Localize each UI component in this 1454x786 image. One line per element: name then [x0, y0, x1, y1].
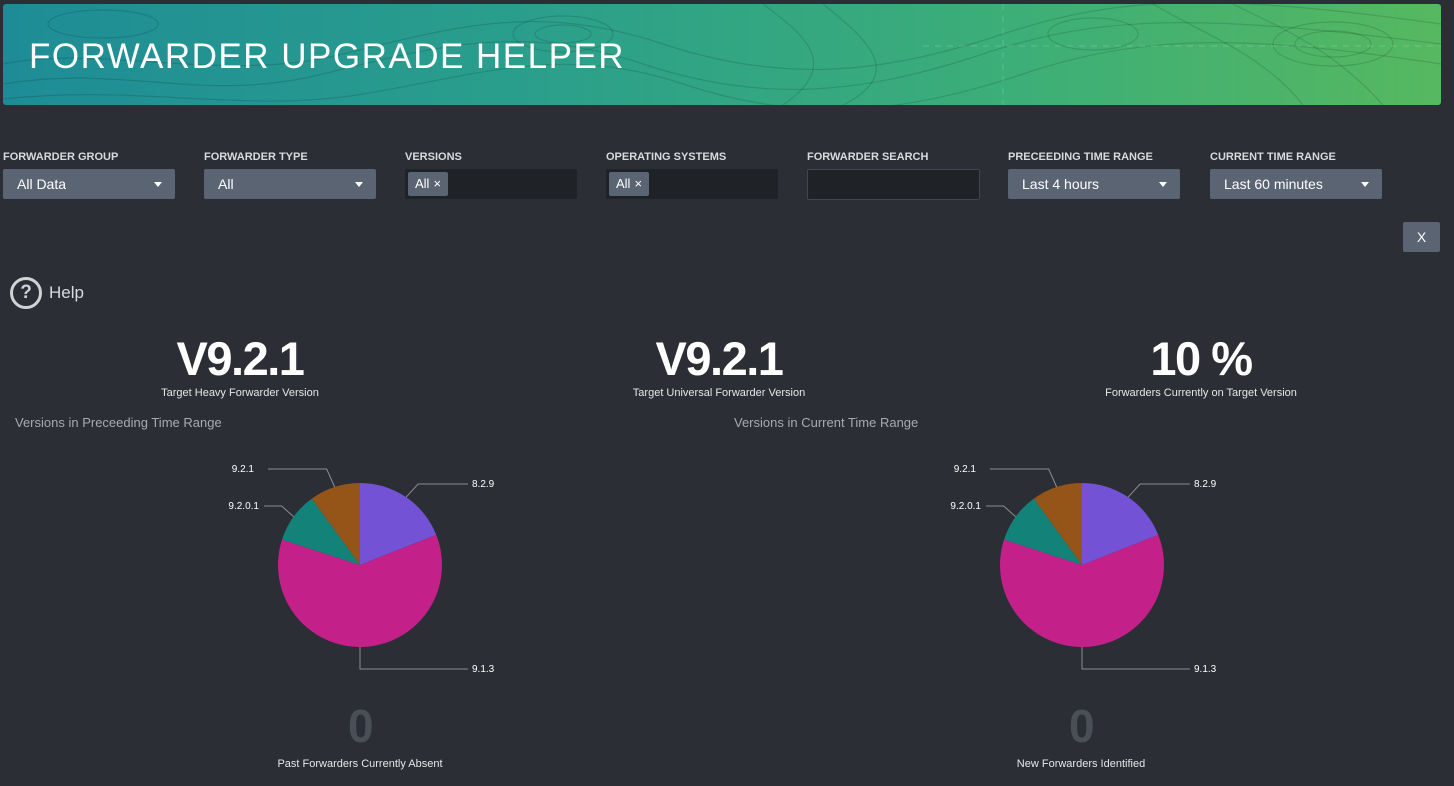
current-versions-pie-chart: 8.2.9 9.1.3 9.2.0.1 9.2.1: [950, 464, 1217, 675]
dropdown-value: Last 4 hours: [1022, 176, 1100, 192]
caret-down-icon: [1361, 182, 1369, 187]
help-label: Help: [49, 283, 84, 302]
topographic-pattern: [3, 4, 1441, 105]
stat-value: 10 %: [1150, 332, 1253, 385]
stat-value: 0: [347, 700, 374, 752]
leader-line: [1127, 483, 1190, 498]
forwarders-on-target-stat: 10 % Forwarders Currently on Target Vers…: [1051, 332, 1351, 400]
stat-label: Past Forwarders Currently Absent: [277, 758, 443, 770]
pie-label: 9.1.3: [1194, 664, 1217, 675]
dropdown-value: All Data: [17, 176, 67, 192]
filter-label: CURRENT TIME RANGE: [1210, 151, 1336, 163]
stat-value: V9.2.1: [176, 332, 305, 385]
leader-line: [1081, 647, 1190, 670]
pie-label: 9.2.1: [954, 464, 977, 475]
preceding-time-range-filter: PRECEEDING TIME RANGE Last 4 hours: [1008, 150, 1180, 199]
leader-line: [986, 505, 1016, 518]
stat-label: Target Universal Forwarder Version: [632, 387, 806, 399]
pie-slice-9-2-0-1[interactable]: [282, 498, 360, 565]
filter-label: FORWARDER SEARCH: [807, 151, 929, 163]
leader-line: [268, 468, 336, 488]
pie-slice-9-1-3[interactable]: [1000, 534, 1164, 647]
pie-slice-9-2-1[interactable]: [311, 483, 360, 565]
pie-label: 8.2.9: [1194, 479, 1217, 490]
past-forwarders-absent-stat: 0 Past Forwarders Currently Absent: [210, 700, 510, 770]
pie-slice-9-1-3[interactable]: [278, 534, 442, 647]
chip-label: All: [415, 176, 430, 191]
selected-chip: All ×: [408, 172, 449, 196]
leader-line: [405, 483, 468, 498]
leader-line: [264, 505, 294, 518]
leader-line: [990, 468, 1058, 488]
operating-systems-multiselect[interactable]: All ×: [606, 169, 778, 199]
dropdown-value: All: [218, 176, 234, 192]
filter-label: FORWARDER TYPE: [204, 151, 308, 163]
stat-value: V9.2.1: [655, 332, 784, 385]
forwarder-group-filter: FORWARDER GROUP All Data: [3, 150, 175, 199]
versions-multiselect[interactable]: All ×: [405, 169, 577, 199]
new-forwarders-stat: 0 New Forwarders Identified: [931, 700, 1231, 770]
filter-label: PRECEEDING TIME RANGE: [1008, 151, 1153, 163]
stat-value: 0: [1068, 700, 1095, 752]
forwarder-search-input[interactable]: [807, 169, 980, 200]
forwarder-type-dropdown[interactable]: All: [204, 169, 376, 199]
question-circle-icon: ?: [10, 277, 42, 309]
leader-line: [359, 647, 468, 670]
pie-label: 9.2.0.1: [950, 501, 981, 512]
pie-label: 9.2.1: [232, 464, 255, 475]
stat-label: Forwarders Currently on Target Version: [1105, 387, 1297, 399]
remove-chip-icon[interactable]: ×: [634, 176, 643, 191]
operating-systems-filter: OPERATING SYSTEMS All ×: [606, 150, 778, 199]
help-link[interactable]: ? Help: [10, 277, 84, 309]
pie-slice-8-2-9[interactable]: [1082, 483, 1159, 565]
target-universal-forwarder-stat: V9.2.1 Target Universal Forwarder Versio…: [569, 332, 869, 400]
forwarder-group-dropdown[interactable]: All Data: [3, 169, 175, 199]
remove-chip-icon[interactable]: ×: [433, 176, 442, 191]
header-banner: FORWARDER UPGRADE HELPER: [3, 4, 1441, 105]
current-panel-title: Versions in Current Time Range: [734, 415, 919, 430]
pie-label: 8.2.9: [472, 479, 495, 490]
current-time-range-dropdown[interactable]: Last 60 minutes: [1210, 169, 1382, 199]
target-heavy-forwarder-stat: V9.2.1 Target Heavy Forwarder Version: [90, 332, 390, 400]
pie-slice-8-2-9[interactable]: [360, 483, 437, 565]
current-time-range-filter: CURRENT TIME RANGE Last 60 minutes: [1210, 150, 1382, 199]
preceding-panel-title: Versions in Preceeding Time Range: [15, 415, 222, 430]
pie-slice-9-2-0-1[interactable]: [1004, 498, 1082, 565]
preceding-versions-pie-chart: 8.2.9 9.1.3 9.2.0.1 9.2.1: [228, 464, 495, 675]
preceding-time-range-dropdown[interactable]: Last 4 hours: [1008, 169, 1180, 199]
pie-label: 9.1.3: [472, 664, 495, 675]
stat-label: New Forwarders Identified: [1016, 758, 1146, 770]
forwarder-type-filter: FORWARDER TYPE All: [204, 150, 376, 199]
dropdown-value: Last 60 minutes: [1224, 176, 1323, 192]
caret-down-icon: [1159, 182, 1167, 187]
stat-label: Target Heavy Forwarder Version: [161, 387, 319, 399]
caret-down-icon: [154, 182, 162, 187]
versions-filter: VERSIONS All ×: [405, 150, 577, 199]
close-button[interactable]: X: [1403, 222, 1440, 252]
page-title: FORWARDER UPGRADE HELPER: [29, 37, 626, 76]
forwarder-search-filter: FORWARDER SEARCH: [807, 150, 980, 200]
filter-label: VERSIONS: [405, 151, 462, 163]
chip-label: All: [616, 176, 631, 191]
pie-slice-9-2-1[interactable]: [1033, 483, 1082, 565]
pie-label: 9.2.0.1: [228, 501, 259, 512]
caret-down-icon: [355, 182, 363, 187]
selected-chip: All ×: [609, 172, 650, 196]
filter-label: OPERATING SYSTEMS: [606, 151, 727, 163]
filter-label: FORWARDER GROUP: [3, 151, 119, 163]
